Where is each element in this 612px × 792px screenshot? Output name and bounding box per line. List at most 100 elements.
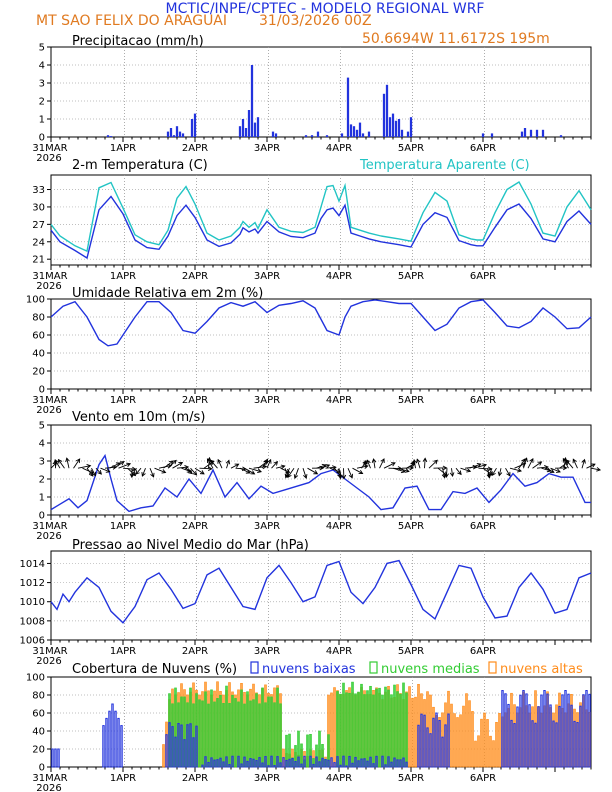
wind-arrow	[347, 468, 353, 478]
wind-arrow-head	[199, 470, 205, 475]
precip-bar	[241, 119, 245, 137]
cloud-mid-bar	[240, 689, 243, 768]
cloud-high-bar	[477, 735, 480, 768]
precip-bar	[367, 131, 371, 137]
cloud-low-bar	[216, 759, 219, 768]
wind-arrow	[536, 466, 548, 469]
cloud-low-bar	[507, 703, 510, 768]
wind-arrow	[527, 458, 534, 469]
wind-arrow	[416, 459, 421, 469]
cloud-mid-bar	[201, 700, 204, 768]
precip-bar	[175, 126, 179, 137]
wind-arrow-head	[476, 463, 482, 468]
wind-arrow-head	[267, 458, 272, 464]
wind-arrow-head	[332, 465, 337, 470]
precip-bar	[250, 65, 254, 137]
cloud-low-bar	[390, 761, 393, 768]
wind-arrow	[406, 463, 415, 469]
precip-bar	[520, 131, 524, 137]
wind-arrow	[149, 468, 155, 478]
wind-arrow	[154, 467, 166, 473]
wind-arrow	[491, 467, 497, 476]
precip-xlabel-day: 6APR	[470, 143, 496, 154]
cloud-low-bar	[192, 737, 195, 768]
wind-arrow	[226, 460, 230, 469]
wind-arrow	[442, 468, 446, 478]
cloud-mid-bar	[246, 691, 249, 768]
mslp-xlabel-day: 4APR	[326, 646, 352, 657]
precip-bar	[535, 129, 539, 137]
wind-arrow	[482, 467, 493, 476]
wind-arrow	[185, 467, 193, 474]
cloud-low-bar	[171, 726, 174, 768]
legend-low-label: nuvens baixas	[262, 662, 356, 677]
cloud-mid-bar	[204, 691, 207, 768]
wind-arrow	[131, 467, 137, 476]
wind-arrow-head	[422, 457, 428, 463]
cloud-low-bar	[576, 722, 579, 768]
wind-arrow	[590, 467, 601, 471]
wind-arrow-head	[482, 463, 488, 468]
wind-arrow-head	[150, 472, 155, 478]
wind-xlabel-day: 2APR	[182, 521, 208, 532]
cloud-mid-bar	[354, 693, 357, 768]
wind-arrow	[163, 460, 174, 469]
cloud-low-bar	[546, 693, 549, 768]
precip-xlabel-year: 2026	[36, 153, 61, 164]
cloud-low-bar	[564, 690, 567, 768]
wind-arrow-head	[358, 469, 364, 475]
precip-bar	[247, 110, 251, 137]
cloud-low-bar	[246, 760, 249, 768]
wind-arrow	[364, 460, 367, 469]
cloud-mid-bar	[219, 695, 222, 768]
cloud-mid-bar	[216, 698, 219, 768]
wind-arrow-head	[209, 459, 215, 465]
cloud-low-bar	[432, 717, 435, 768]
rh-xlabel-year: 2026	[36, 405, 61, 416]
wind-arrow-head	[521, 458, 526, 464]
wind-arrow	[122, 467, 136, 470]
wind-arrow-head	[449, 472, 455, 478]
temp-ytick-label: 33	[32, 185, 45, 196]
precip-bar	[106, 135, 110, 137]
cloud-high-bar	[453, 713, 456, 768]
cloud-low-bar	[258, 757, 261, 768]
cloud-mid-bar	[402, 682, 405, 768]
cloud-low-bar	[240, 763, 243, 768]
wind-arrow-head	[433, 459, 438, 465]
wind-arrow-head	[544, 465, 549, 470]
cloud-low-bar	[327, 759, 330, 768]
mslp-xlabel-first: 31MAR	[32, 646, 67, 657]
precip-bar	[490, 133, 494, 137]
wind-arrow	[514, 463, 526, 469]
wind-arrow-head	[91, 471, 96, 477]
wind-arrow	[505, 467, 511, 477]
cloud-mid-bar	[363, 694, 366, 768]
wind-arrow-head	[141, 472, 146, 477]
wind-arrow	[66, 458, 70, 469]
wind-arrow-head	[390, 462, 396, 467]
clouds-ytick-label: 20	[32, 745, 45, 756]
cloud-mid-bar	[369, 685, 372, 768]
wind-line-blue	[50, 453, 591, 513]
cloud-mid-bar	[261, 687, 264, 768]
wind-arrow	[82, 467, 94, 474]
cloud-low-bar	[177, 723, 180, 768]
cloud-mid-bar	[375, 688, 378, 768]
cloud-low-bar	[243, 756, 246, 768]
wind-arrow	[545, 467, 555, 473]
temp-xlabel-day: 5APR	[398, 271, 424, 282]
cloud-low-bar	[120, 725, 123, 768]
wind-arrow	[383, 462, 396, 469]
cloud-low-bar	[522, 690, 525, 768]
cloud-mid-bar	[225, 685, 228, 768]
cloud-low-bar	[429, 733, 432, 768]
cloud-low-bar	[237, 755, 240, 768]
cloud-mid-bar	[384, 686, 387, 768]
precip-bar	[238, 126, 242, 137]
precip-bar	[181, 133, 185, 137]
cloud-low-bar	[315, 756, 318, 768]
wind-arrow-head	[105, 468, 111, 473]
wind-arrow	[199, 467, 212, 470]
cloud-low-bar	[105, 717, 108, 768]
